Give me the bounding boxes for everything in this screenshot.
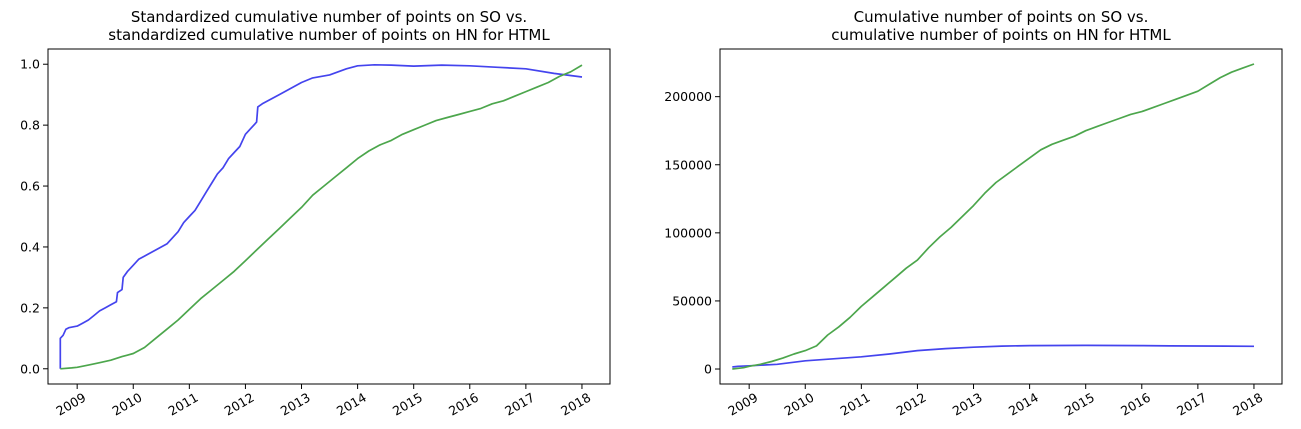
x-tick-label: 2017 [502,390,537,419]
x-tick-label: 2013 [278,390,313,419]
y-tick-label: 200000 [664,89,712,104]
y-tick-label: 150000 [664,157,712,172]
chart-title-line: Standardized cumulative number of points… [131,8,527,26]
x-tick-label: 2016 [446,390,481,419]
chart-cumulative: Cumulative number of points on SO vs.cum… [664,8,1283,419]
x-tick-label: 2018 [1230,390,1265,419]
x-tick-label: 2015 [390,390,425,419]
x-tick-label: 2010 [109,390,144,419]
x-tick-label: 2011 [838,390,873,419]
y-tick-label: 0 [704,362,712,377]
y-tick-label: 0.0 [20,361,40,376]
y-tick-label: 0.4 [20,239,40,254]
x-tick-label: 2018 [558,390,593,419]
plot-frame [719,48,1283,385]
series-line-1 [60,64,583,370]
y-tick-label: 0.2 [20,300,40,315]
series-line-0 [732,344,1255,368]
y-tick-label: 50000 [672,293,712,308]
y-tick-label: 0.6 [20,179,40,194]
x-tick-label: 2017 [1174,390,1209,419]
x-tick-label: 2010 [781,390,816,419]
x-tick-label: 2012 [222,390,257,419]
y-tick-label: 1.0 [20,57,40,72]
chart-title-line: Cumulative number of points on SO vs. [854,8,1149,26]
y-tick-label: 100000 [664,225,712,240]
x-tick-label: 2013 [950,390,985,419]
x-tick-label: 2009 [53,390,88,419]
x-tick-label: 2016 [1118,390,1153,419]
chart-title-line: standardized cumulative number of points… [108,26,550,44]
x-tick-label: 2011 [166,390,201,419]
series-line-0 [59,63,583,369]
plot-frame [47,48,611,385]
x-tick-label: 2015 [1062,390,1097,419]
x-tick-label: 2009 [725,390,760,419]
x-tick-label: 2014 [1006,390,1041,419]
y-tick-label: 0.8 [20,118,40,133]
chart-title-line: cumulative number of points on HN for HT… [831,26,1171,44]
chart-standardized: Standardized cumulative number of points… [20,8,611,419]
x-tick-label: 2012 [894,390,929,419]
x-tick-label: 2014 [334,390,369,419]
series-line-1 [732,63,1255,370]
